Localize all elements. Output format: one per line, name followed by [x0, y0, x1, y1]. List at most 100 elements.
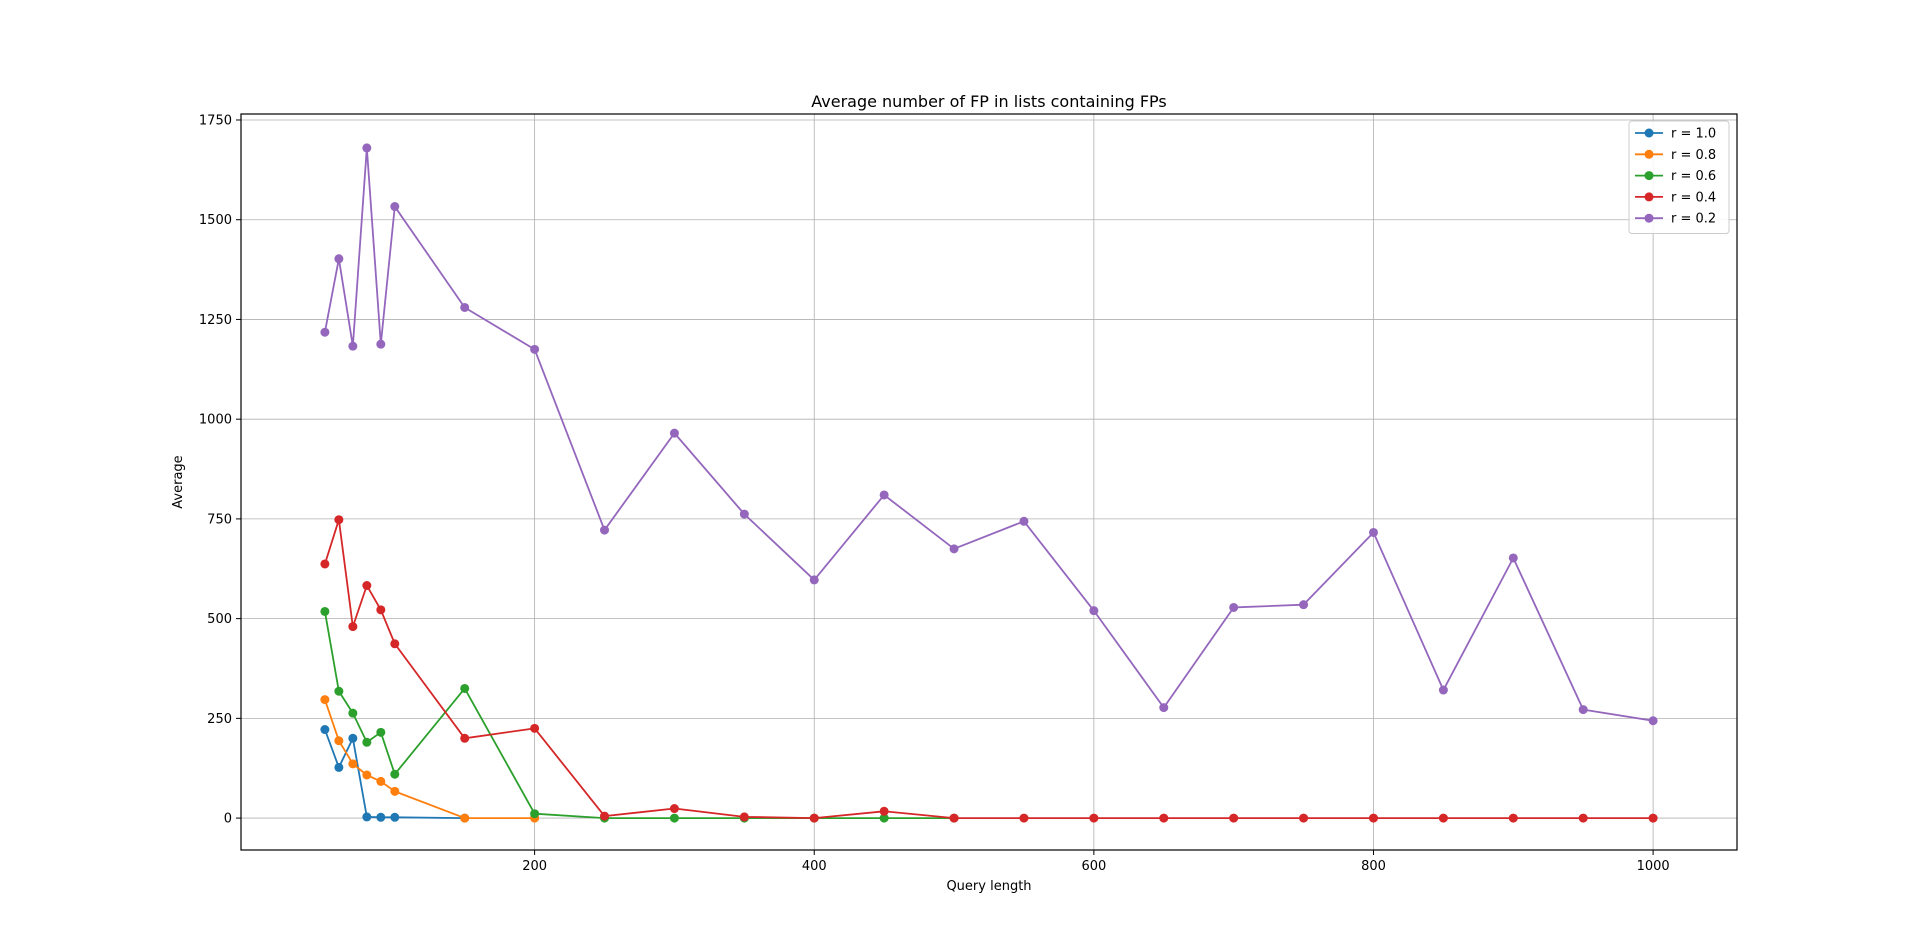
y-tick-label: 1250: [199, 313, 232, 328]
legend-marker: [1644, 213, 1654, 223]
data-point: [362, 770, 372, 780]
legend-label: r = 1.0: [1671, 127, 1716, 142]
data-point: [460, 683, 470, 693]
data-point: [1299, 600, 1309, 610]
data-point: [1299, 813, 1309, 823]
data-point: [1648, 716, 1658, 726]
x-tick-label: 600: [1081, 859, 1106, 874]
data-point: [879, 806, 889, 816]
data-point: [348, 759, 358, 769]
data-point: [334, 686, 344, 696]
data-point: [362, 737, 372, 747]
data-point: [348, 708, 358, 718]
data-point: [376, 605, 386, 615]
y-tick-label: 750: [207, 512, 232, 527]
data-point: [949, 813, 959, 823]
data-point: [390, 786, 400, 796]
data-point: [362, 581, 372, 591]
data-point: [460, 302, 470, 312]
x-tick-label: 400: [802, 859, 827, 874]
data-point: [348, 733, 358, 743]
legend-item: r = 0.8: [1635, 148, 1716, 163]
y-tick-label: 1500: [199, 213, 232, 228]
data-point: [809, 813, 819, 823]
data-point: [669, 813, 679, 823]
data-point: [1438, 813, 1448, 823]
y-axis-label: Average: [171, 455, 186, 508]
data-point: [1578, 705, 1588, 715]
data-point: [1508, 813, 1518, 823]
data-point: [879, 490, 889, 500]
legend-marker: [1644, 149, 1654, 159]
x-axis-label: Query length: [946, 879, 1031, 894]
legend: r = 1.0 r = 0.8 r = 0.6 r = 0.4 r = 0.2: [1628, 120, 1730, 234]
data-point: [530, 344, 540, 354]
data-point: [390, 639, 400, 649]
data-point: [334, 254, 344, 264]
data-point: [376, 727, 386, 737]
series-5: [320, 143, 1658, 726]
data-point: [530, 809, 540, 819]
legend-marker: [1644, 192, 1654, 202]
y-tick-label: 500: [207, 612, 232, 627]
legend-marker: [1644, 128, 1654, 138]
ticks: 200 400 600 800 1000 0 250 500 750 1000 1250 1500 17…: [199, 113, 1670, 874]
legend-label: r = 0.2: [1671, 212, 1716, 227]
series-line: [324, 518, 1654, 819]
series-line: [324, 699, 535, 819]
y-tick-label: 1000: [199, 413, 232, 428]
data-point: [334, 762, 344, 772]
data-point: [320, 327, 330, 337]
series-4: [320, 515, 1658, 823]
data-point: [739, 812, 749, 822]
data-point: [334, 736, 344, 746]
data-point: [1578, 813, 1588, 823]
data-point: [334, 515, 344, 525]
x-tick-label: 1000: [1637, 859, 1670, 874]
legend-item: r = 1.0: [1635, 127, 1716, 142]
legend-box: [1628, 120, 1730, 234]
data-point: [669, 428, 679, 438]
data-point: [376, 776, 386, 786]
x-tick-label: 200: [522, 859, 547, 874]
data-point: [1368, 813, 1378, 823]
data-point: [1019, 813, 1029, 823]
data-point: [1508, 553, 1518, 563]
data-point: [390, 769, 400, 779]
data-point: [320, 725, 330, 735]
data-point: [390, 202, 400, 212]
legend-item: r = 0.6: [1635, 169, 1716, 184]
data-point: [362, 143, 372, 153]
legend-marker: [1644, 171, 1654, 181]
y-tick-label: 0: [224, 812, 232, 827]
data-point: [530, 723, 540, 733]
legend-item: r = 0.2: [1635, 212, 1716, 227]
data-point: [600, 811, 610, 821]
legend-label: r = 0.4: [1671, 190, 1716, 205]
data-point: [320, 559, 330, 569]
plot-frame: [240, 113, 1738, 851]
x-tick-label: 800: [1361, 859, 1386, 874]
data-point: [348, 341, 358, 351]
data-point: [348, 622, 358, 632]
data-point: [669, 804, 679, 814]
data-point: [1089, 606, 1099, 616]
data-point: [879, 813, 889, 823]
chart-title: Average number of FP in lists containing…: [811, 92, 1166, 111]
data-point: [460, 733, 470, 743]
data-point: [390, 812, 400, 822]
legend-item: r = 0.4: [1635, 190, 1716, 205]
series-layer: [320, 143, 1658, 823]
data-point: [1159, 813, 1169, 823]
data-point: [1019, 516, 1029, 526]
data-point: [1368, 527, 1378, 537]
data-point: [1159, 703, 1169, 713]
data-point: [320, 695, 330, 705]
data-point: [1229, 602, 1239, 612]
y-tick-label: 1750: [199, 113, 232, 128]
data-point: [1438, 685, 1448, 695]
data-point: [949, 544, 959, 554]
data-point: [460, 813, 470, 823]
